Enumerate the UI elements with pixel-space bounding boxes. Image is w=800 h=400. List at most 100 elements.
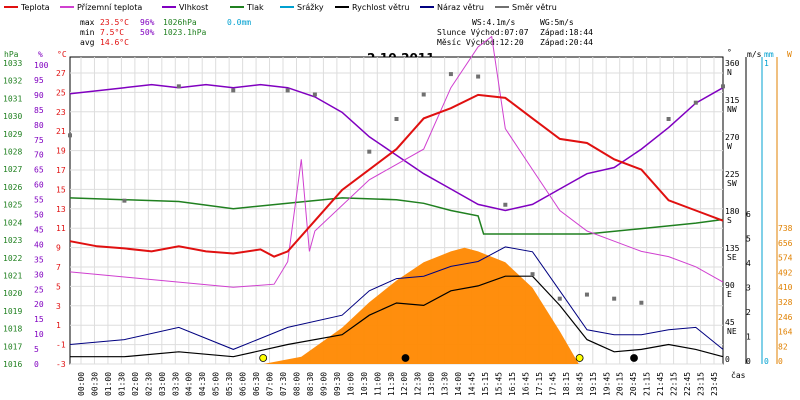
- unit-mm: mm: [764, 50, 774, 59]
- x-tick-label: 07:00: [266, 372, 275, 396]
- hpa-tick-label: 1023: [3, 236, 22, 245]
- pct-tick-label: 75: [34, 136, 44, 145]
- celsius-tick-label: 17: [56, 166, 66, 175]
- stats-min-hum: 50%: [140, 28, 155, 37]
- pct-tick-label: 10: [34, 330, 44, 339]
- pct-tick-label: 55: [34, 196, 44, 205]
- hpa-tick-label: 1028: [3, 148, 22, 157]
- ms-tick-label: 4: [746, 259, 751, 268]
- pct-tick-label: 40: [34, 240, 44, 249]
- wind-direction-point: [448, 72, 453, 77]
- ms-tick-label: 0: [746, 357, 751, 366]
- stats-max-label: max: [80, 18, 95, 27]
- deg-tick-label: 270: [725, 133, 740, 142]
- x-tick-label: 08:00: [292, 372, 301, 396]
- celsius-tick-label: 15: [56, 185, 66, 194]
- x-tick-label: 02:00: [131, 372, 140, 396]
- info-moon: Měsíc Východ:12:20: [437, 38, 524, 47]
- celsius-tick-label: 5: [56, 282, 61, 291]
- temperature-line: [69, 93, 724, 258]
- x-tick-label: 18:45: [575, 372, 584, 396]
- ms-tick-label: 3: [746, 284, 751, 293]
- moonset-icon: [630, 354, 638, 362]
- w-tick-label: 574: [778, 254, 793, 263]
- x-tick-label: 16:15: [508, 372, 517, 396]
- info-moon-set: Západ:20:44: [540, 38, 593, 47]
- celsius-tick-label: 7: [56, 263, 61, 272]
- x-tick-label: 00:00: [77, 372, 86, 396]
- hpa-tick-label: 1025: [3, 201, 22, 210]
- hpa-tick-label: 1033: [3, 59, 22, 68]
- moonrise-icon: [401, 354, 410, 362]
- wind-direction-point: [367, 149, 372, 154]
- stats-min-label: min: [80, 28, 95, 37]
- pct-tick-label: 15: [34, 315, 44, 324]
- x-tick-label: 12:30: [414, 372, 423, 396]
- dir-tick-label: S: [727, 216, 732, 225]
- x-tick-label: 14:45: [468, 372, 477, 396]
- x-tick-label: 17:45: [548, 372, 557, 396]
- wind-direction-point: [122, 198, 127, 203]
- x-tick-label: 19:15: [589, 372, 598, 396]
- celsius-tick-label: 3: [56, 302, 61, 311]
- hpa-tick-label: 1027: [3, 165, 22, 174]
- x-tick-label: 06:30: [252, 372, 261, 396]
- hpa-tick-label: 1020: [3, 289, 22, 298]
- x-tick-label: 03:30: [171, 372, 180, 396]
- wind-direction-point: [176, 84, 181, 89]
- mm-tick-label: 1: [764, 59, 769, 68]
- pct-tick-label: 5: [34, 345, 39, 354]
- hpa-tick-label: 1018: [3, 325, 22, 334]
- dir-tick-label: W: [727, 142, 732, 151]
- sunset-icon: [575, 354, 584, 362]
- w-tick-label: 82: [778, 342, 788, 351]
- ms-tick-label: 6: [746, 210, 751, 219]
- deg-tick-label: 45: [725, 318, 735, 327]
- legend-tlak: Tlak: [246, 3, 264, 12]
- celsius-tick-label: 1: [56, 321, 61, 330]
- pct-tick-label: 25: [34, 285, 44, 294]
- unit-pct: %: [38, 50, 43, 59]
- x-tick-label: 13:30: [441, 372, 450, 396]
- w-tick-label: 656: [778, 239, 793, 248]
- x-tick-label: 04:30: [198, 372, 207, 396]
- pct-tick-label: 65: [34, 166, 44, 175]
- hpa-tick-label: 1024: [3, 218, 22, 227]
- x-tick-label: 06:00: [239, 372, 248, 396]
- dir-tick-label: N: [727, 68, 732, 77]
- pct-tick-label: 60: [34, 181, 44, 190]
- x-tick-label: 09:30: [333, 372, 342, 396]
- x-tick-label: 08:30: [306, 372, 315, 396]
- wind-direction-point: [639, 300, 644, 305]
- x-tick-label: 11:30: [387, 372, 396, 396]
- pct-tick-label: 35: [34, 255, 44, 264]
- wind-direction-point: [312, 92, 317, 97]
- x-tick-label: 10:30: [360, 372, 369, 396]
- celsius-tick-label: -3: [56, 360, 66, 369]
- pct-tick-label: 45: [34, 225, 44, 234]
- x-tick-label: 15:45: [495, 372, 504, 396]
- legend-rychlost-vetru: Rychlost větru: [352, 3, 409, 12]
- celsius-tick-label: -1: [56, 341, 66, 350]
- deg-tick-label: 0: [725, 355, 730, 364]
- legend-vlhkost: Vlhkost: [179, 3, 208, 12]
- celsius-tick-label: 25: [56, 88, 66, 97]
- wind-direction-point: [612, 296, 617, 301]
- x-tick-label: 17:15: [535, 372, 544, 396]
- unit-hpa: hPa: [4, 50, 19, 59]
- dir-tick-label: SW: [727, 179, 737, 188]
- wind-direction-point: [285, 88, 290, 93]
- wind-direction-point: [421, 92, 426, 97]
- wind-direction-point: [476, 74, 481, 79]
- x-tick-label: 10:00: [346, 372, 355, 396]
- ms-tick-label: 1: [746, 333, 751, 342]
- wind-direction-point: [231, 88, 236, 93]
- unit-deg: °: [727, 48, 732, 57]
- legend-prizemni-teplota: Přízemní teplota: [77, 3, 142, 12]
- x-tick-label: 16:45: [521, 372, 530, 396]
- hpa-tick-label: 1016: [3, 360, 22, 369]
- x-tick-label: 04:00: [185, 372, 194, 396]
- hpa-tick-label: 1021: [3, 271, 22, 280]
- x-tick-label: 20:15: [616, 372, 625, 396]
- stats-min-temp: 7.5°C: [100, 28, 124, 37]
